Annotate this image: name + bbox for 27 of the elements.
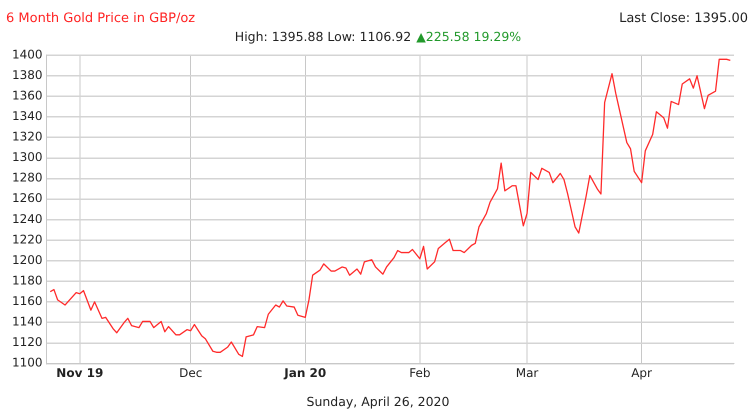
x-tick-label: Nov 19 bbox=[56, 366, 104, 380]
x-axis-title: Sunday, April 26, 2020 bbox=[306, 394, 450, 409]
x-tick-label: Jan 20 bbox=[283, 366, 326, 380]
y-tick-label: 1280 bbox=[12, 170, 43, 185]
chart-title: 6 Month Gold Price in GBP/oz bbox=[6, 11, 196, 26]
y-tick-label: 1240 bbox=[12, 212, 43, 226]
y-tick-label: 1120 bbox=[12, 335, 43, 350]
y-tick-label: 1200 bbox=[12, 252, 43, 267]
y-tick-label: 1180 bbox=[12, 273, 43, 288]
text: ▲225.58 19.29% bbox=[416, 29, 522, 44]
x-tick-label: Feb bbox=[409, 366, 430, 380]
y-tick-label: 1100 bbox=[12, 356, 43, 370]
y-tick-label: 1220 bbox=[12, 232, 43, 246]
y-tick-label: 1160 bbox=[12, 294, 43, 308]
chart-subtitle: High: 1395.88 Low: 1106.92 bbox=[234, 29, 412, 44]
text: Last Close: 1395.00 bbox=[619, 11, 748, 26]
x-tick-label: Dec bbox=[179, 366, 202, 380]
y-tick-label: 1260 bbox=[12, 191, 43, 206]
y-tick-label: 1340 bbox=[12, 109, 43, 124]
x-tick-label: Apr bbox=[631, 366, 652, 380]
x-tick-label: Mar bbox=[516, 366, 538, 380]
y-tick-label: 1360 bbox=[12, 88, 43, 102]
y-tick-label: 1400 bbox=[12, 47, 43, 62]
y-tick-label: 1380 bbox=[12, 68, 43, 82]
y-tick-label: 1140 bbox=[12, 314, 43, 329]
y-tick-label: 1300 bbox=[12, 150, 43, 164]
y-tick-label: 1320 bbox=[12, 130, 43, 144]
